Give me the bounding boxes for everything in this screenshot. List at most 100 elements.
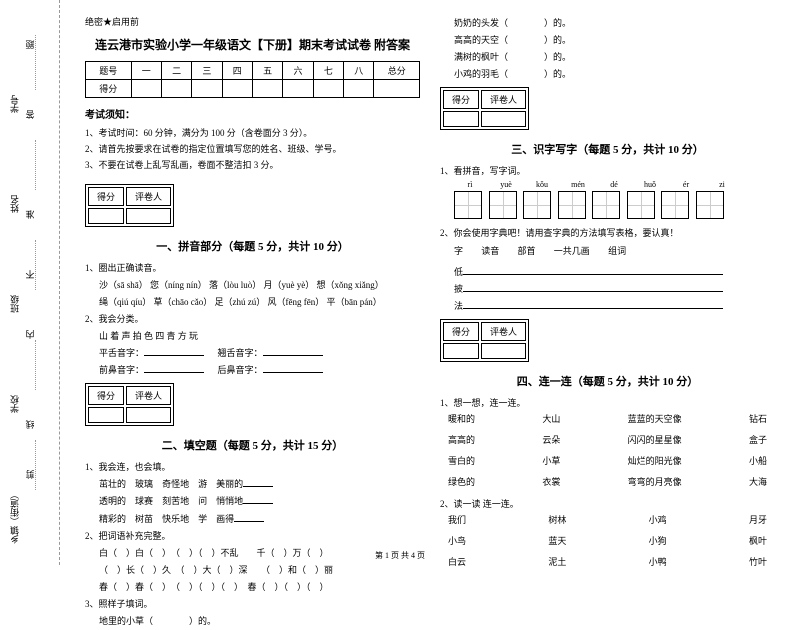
section-1-title: 一、拼音部分（每题 5 分，共计 10 分） — [85, 238, 420, 254]
pinyin: rì — [454, 180, 486, 189]
char-grid — [558, 191, 586, 219]
q1-2-blanks: 前鼻音字： 后鼻音字： — [85, 362, 420, 379]
pinyin: dé — [598, 180, 630, 189]
q2-3-cont: 满树的枫叶（ ）的。 — [440, 49, 775, 66]
score-header: 五 — [252, 62, 282, 80]
score-header: 三 — [192, 62, 222, 80]
spine-field-school: 学校 — [8, 395, 21, 413]
pinyin: huǒ — [634, 180, 666, 189]
spine-field-class: 班级 — [8, 295, 21, 313]
q1-1: 1、圈出正确读音。 — [85, 260, 420, 277]
q2-2-row: （ ）长（ ）久 （ ）大（ ）深 （ ）和（ ）丽 — [85, 562, 420, 579]
page-footer: 第 1 页 共 4 页 — [0, 550, 800, 561]
q2-1: 1、我会连，也会填。 — [85, 459, 420, 476]
connect-row: 绿色的衣裳弯弯的月亮像大海 — [440, 475, 775, 488]
q4-2: 2、读一读 连一连。 — [440, 496, 775, 513]
grader-box: 得分评卷人 — [440, 319, 529, 362]
q2-1-row: 精彩的 树苗 快乐地 学 画得 — [85, 511, 420, 528]
score-value-row: 得分 — [86, 80, 420, 98]
q4-1: 1、想一想，连一连。 — [440, 395, 775, 412]
blank — [263, 363, 323, 373]
spine-field-id: 学号 — [8, 95, 21, 113]
char-grid — [592, 191, 620, 219]
notice-heading: 考试须知： — [85, 106, 420, 121]
blank — [144, 363, 204, 373]
score-header: 题号 — [86, 62, 132, 80]
notice-item: 1、考试时间：60 分钟，满分为 100 分（含卷面分 3 分）。 — [85, 125, 420, 141]
q2-3-cont: 高高的天空（ ）的。 — [440, 32, 775, 49]
q2-2-row: 春（ ）春（ ） （ ）（ ）（ ） 春（ ）（ ）（ ） — [85, 579, 420, 596]
pinyin-row: rì yuè kǒu mén dé huǒ ér zi — [440, 180, 775, 219]
pinyin: mén — [562, 180, 594, 189]
notice-item: 2、请首先按要求在试卷的指定位置填写您的姓名、班级、学号。 — [85, 141, 420, 157]
spine-underline — [35, 240, 36, 290]
dict-row: 法 — [440, 298, 775, 315]
q2-3: 3、照样子填词。 — [85, 596, 420, 613]
q1-2-chars: 山 着 声 拍 色 四 青 方 玩 — [85, 328, 420, 345]
spine-underline — [35, 140, 36, 190]
score-header-row: 题号 一 二 三 四 五 六 七 八 总分 — [86, 62, 420, 80]
char-grid — [627, 191, 655, 219]
score-cell — [131, 80, 161, 98]
notice-item: 3、不要在试卷上乱写乱画，卷面不整洁扣 3 分。 — [85, 157, 420, 173]
score-header: 八 — [344, 62, 374, 80]
spine-marker: 剪 — [23, 470, 36, 479]
spine-underline — [35, 440, 36, 490]
connect-row: 小鸟蓝天小狗枫叶 — [440, 534, 775, 547]
q1-2-blanks: 平舌音字： 翘舌音字： — [85, 345, 420, 362]
spine-marker: 内 — [23, 330, 36, 339]
blank — [263, 346, 323, 356]
q2-3-cont: 小鸡的羽毛（ ）的。 — [440, 66, 775, 83]
q2-2: 2、把词语补充完整。 — [85, 528, 420, 545]
score-label: 得分 — [86, 80, 132, 98]
spine-underline — [35, 340, 36, 390]
q3-2: 2、你会使用字典吧！请用查字典的方法填写表格，要认真！ — [440, 225, 775, 242]
connect-row: 暖和的大山蓝蓝的天空像钻石 — [440, 412, 775, 425]
confidential-seal: 绝密★启用前 — [85, 15, 420, 28]
score-header: 六 — [283, 62, 313, 80]
grader-score: 得分 — [88, 187, 124, 206]
char-grid — [523, 191, 551, 219]
score-header: 总分 — [374, 62, 420, 80]
q2-1-row: 透明的 球赛 刻苦地 问 悄悄地 — [85, 493, 420, 510]
q2-3-row: 地里的小草（ ）的。 — [85, 613, 420, 630]
spine-marker: 不 — [23, 270, 36, 279]
section-3-title: 三、识字写字（每题 5 分，共计 10 分） — [440, 141, 775, 157]
right-column: 奶奶的头发（ ）的。 高高的天空（ ）的。 满树的枫叶（ ）的。 小鸡的羽毛（ … — [430, 15, 785, 560]
grader-name: 评卷人 — [126, 187, 171, 206]
dict-row: 低 — [440, 264, 775, 281]
spine-field-name: 姓名 — [8, 195, 21, 213]
dict-header: 字 读音 部首 一共几画 组词 — [440, 243, 775, 260]
connect-row: 我们树林小鸡月牙 — [440, 513, 775, 526]
pinyin: kǒu — [526, 180, 558, 189]
pinyin: yuè — [490, 180, 522, 189]
char-grid — [696, 191, 724, 219]
char-grid — [454, 191, 482, 219]
score-header: 七 — [313, 62, 343, 80]
spine-field-township: 乡镇（街道） — [8, 490, 21, 544]
grader-box: 得分评卷人 — [85, 383, 174, 426]
q2-3-cont: 奶奶的头发（ ）的。 — [440, 15, 775, 32]
score-header: 四 — [222, 62, 252, 80]
q3-1: 1、看拼音，写字词。 — [440, 163, 775, 180]
char-grid — [661, 191, 689, 219]
notice-list: 1、考试时间：60 分钟，满分为 100 分（含卷面分 3 分）。 2、请首先按… — [85, 125, 420, 174]
connect-row: 高高的云朵闪闪的星星像盒子 — [440, 433, 775, 446]
connect-row: 雪白的小草灿烂的阳光像小船 — [440, 454, 775, 467]
grader-box: 得分评卷人 — [440, 87, 529, 130]
exam-title: 连云港市实验小学一年级语文【下册】期末考试试卷 附答案 — [85, 36, 420, 53]
left-column: 绝密★启用前 连云港市实验小学一年级语文【下册】期末考试试卷 附答案 题号 一 … — [75, 15, 430, 560]
section-2-title: 二、填空题（每题 5 分，共计 15 分） — [85, 437, 420, 453]
score-table: 题号 一 二 三 四 五 六 七 八 总分 得分 — [85, 61, 420, 98]
q1-1-line: 沙（sā shā） 您（níng nín） 落（lòu luò） 月（yuè y… — [85, 277, 420, 294]
char-grid — [489, 191, 517, 219]
q1-2: 2、我会分类。 — [85, 311, 420, 328]
section-4-title: 四、连一连（每题 5 分，共计 10 分） — [440, 373, 775, 389]
q2-1-row: 茁壮的 玻璃 奇怪地 游 美丽的 — [85, 476, 420, 493]
binding-spine: 乡镇（街道） 学校 班级 姓名 学号 剪 线 内 不 准 答 题 — [0, 0, 60, 565]
spine-marker: 线 — [23, 420, 36, 429]
spine-marker: 准 — [23, 210, 36, 219]
score-header: 一 — [131, 62, 161, 80]
dict-row: 披 — [440, 281, 775, 298]
pinyin: ér — [670, 180, 702, 189]
